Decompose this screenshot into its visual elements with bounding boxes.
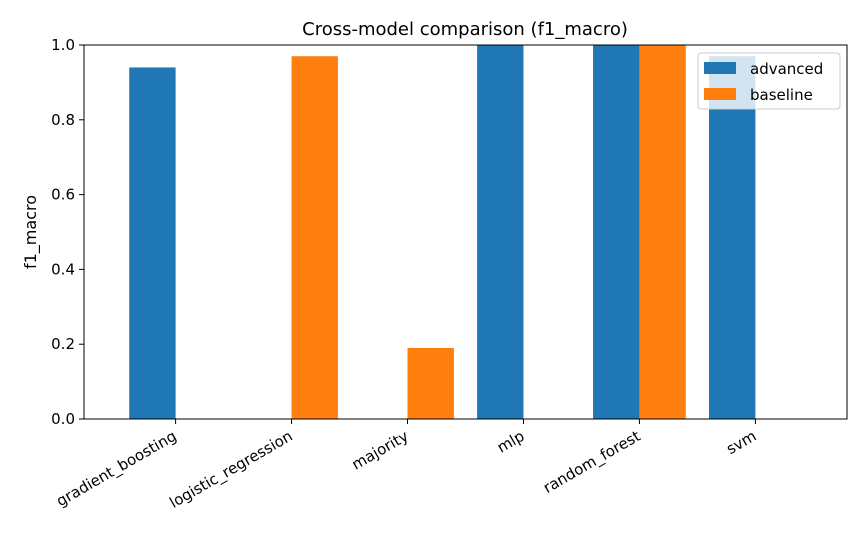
- plot-frame: [83, 44, 848, 420]
- legend-swatch-baseline: [704, 88, 736, 100]
- bar-baseline-logistic_regression: [291, 56, 338, 419]
- y-tick-label: 0.0: [51, 410, 75, 428]
- legend-swatch-advanced: [704, 62, 736, 74]
- bar-advanced-gradient_boosting: [129, 67, 176, 419]
- y-tick-label: 0.4: [51, 260, 75, 278]
- y-tick-label: 0.8: [51, 111, 75, 129]
- y-tick-label: 1.0: [51, 36, 75, 54]
- bar-advanced-random_forest: [593, 45, 640, 419]
- bar-baseline-random_forest: [639, 45, 686, 419]
- legend-label-advanced: advanced: [750, 60, 823, 78]
- bar-advanced-svm: [709, 56, 756, 419]
- bar-advanced-mlp: [477, 45, 524, 419]
- y-axis-title: f1_macro: [21, 195, 41, 269]
- legend-label-baseline: baseline: [750, 86, 813, 104]
- chart-title: Cross-model comparison (f1_macro): [302, 19, 628, 40]
- bar-baseline-majority: [407, 347, 454, 419]
- legend: advanced baseline: [697, 52, 841, 110]
- y-tick-label: 0.6: [51, 186, 75, 204]
- y-tick-label: 0.2: [51, 335, 75, 353]
